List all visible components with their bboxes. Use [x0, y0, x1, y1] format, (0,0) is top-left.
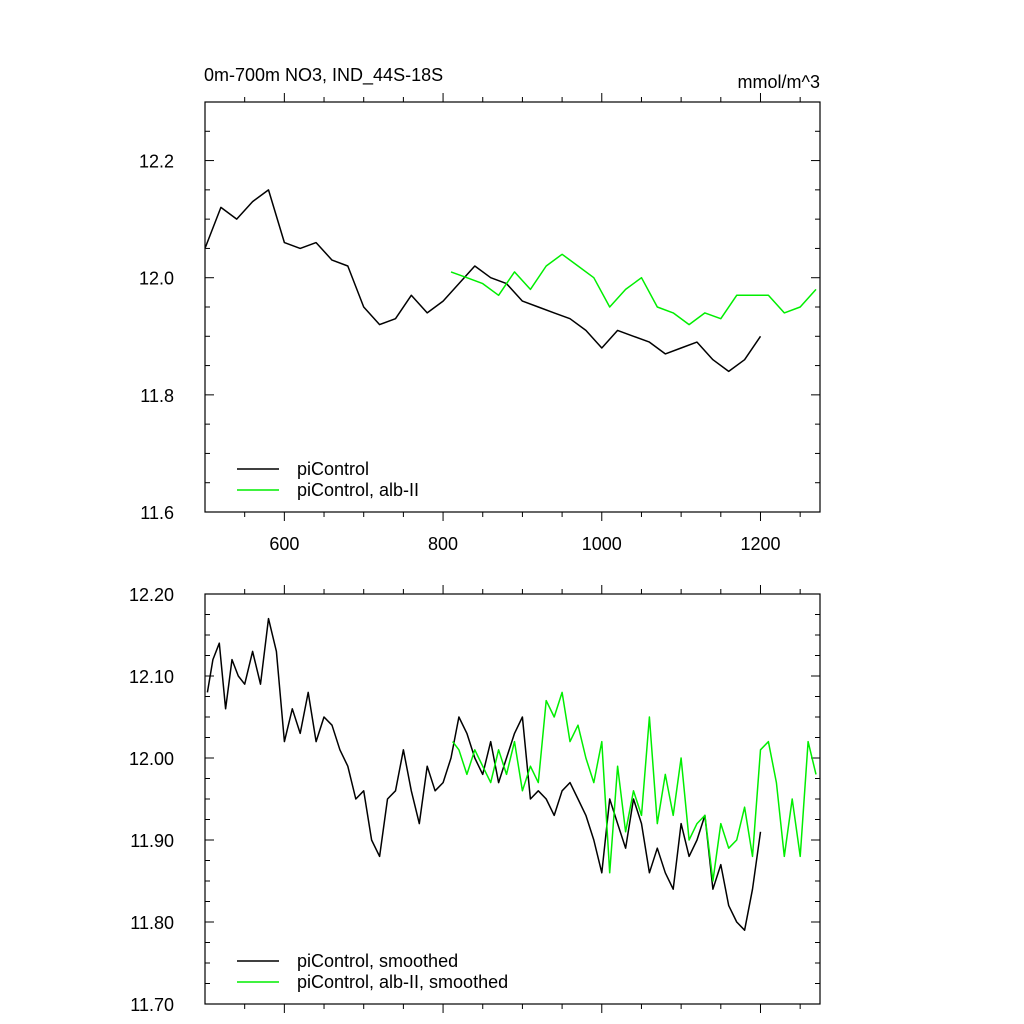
y-tick-label: 11.70	[130, 995, 174, 1015]
bottom-panel: 11.70 11.80 11.90 12.00 12.10 12.20 piControl…	[129, 585, 821, 1015]
top-chart-units: mmol/m^3	[738, 72, 820, 92]
bottom-legend: piControl, smoothed piControl, alb-II, s…	[237, 951, 508, 992]
top-panel: 0m-700m NO3, IND_44S-18S mmol/m^3 600 800…	[139, 65, 821, 554]
x-tick-label: 800	[428, 534, 458, 554]
bottom-axes: 11.70 11.80 11.90 12.00 12.10 12.20	[129, 585, 820, 1015]
top-series-group	[204, 189, 817, 373]
y-tick-label: 11.90	[130, 831, 174, 851]
bottom-series-group	[206, 617, 817, 931]
top-plot-frame	[204, 101, 821, 513]
series-line-picontrol-smoothed	[206, 617, 762, 931]
top-chart-title: 0m-700m NO3, IND_44S-18S	[204, 65, 443, 86]
legend-label-picontrol-smoothed: piControl, smoothed	[297, 951, 458, 971]
y-tick-label: 11.8	[140, 386, 174, 406]
series-line-picontrol-alb-ii-smoothed	[452, 691, 817, 882]
y-tick-label: 12.2	[139, 152, 174, 172]
bottom-plot-frame	[204, 593, 821, 1005]
y-tick-label: 12.00	[129, 749, 174, 769]
y-tick-label: 12.20	[129, 585, 174, 605]
legend-label-picontrol-alb-smoothed: piControl, alb-II, smoothed	[297, 972, 508, 992]
legend-label-picontrol: piControl	[297, 459, 369, 479]
y-tick-label: 11.80	[130, 913, 174, 933]
y-tick-label: 11.6	[140, 503, 174, 523]
y-tick-label: 12.10	[129, 667, 174, 687]
x-tick-label: 1000	[582, 534, 622, 554]
legend-label-picontrol-alb: piControl, alb-II	[297, 480, 419, 500]
x-tick-label: 600	[269, 534, 299, 554]
x-tick-label: 1200	[740, 534, 780, 554]
top-legend: piControl piControl, alb-II	[237, 459, 419, 500]
top-axes: 600 800 1000 1200 11.6 11.8 12.0 12.2	[139, 93, 820, 554]
y-tick-label: 12.0	[139, 269, 174, 289]
series-line-picontrol	[204, 189, 762, 373]
series-line-picontrol-alb-ii	[450, 253, 817, 326]
